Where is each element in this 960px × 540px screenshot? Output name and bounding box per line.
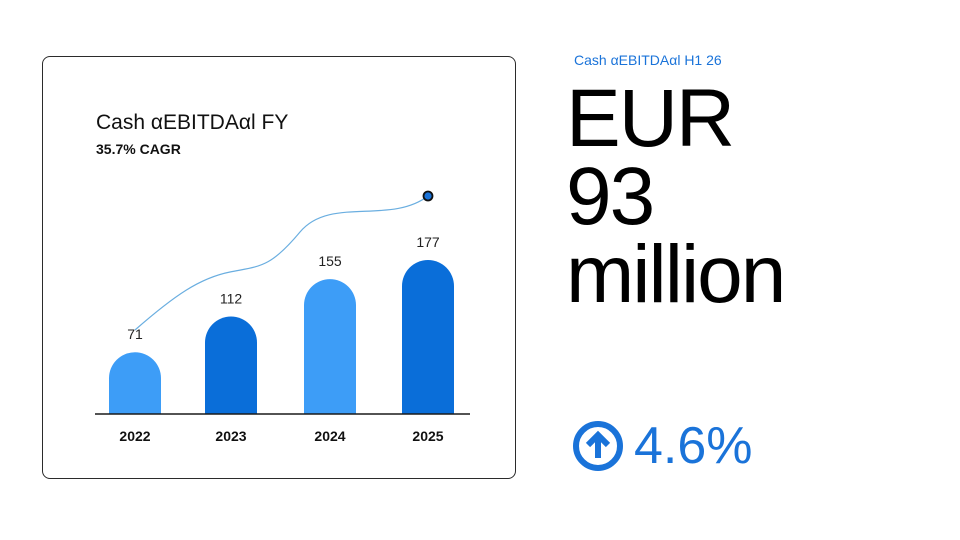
bar-2024	[304, 279, 356, 414]
x-tick-2025: 2025	[412, 428, 443, 444]
kpi-value-currency: EUR	[566, 73, 735, 164]
data-label-2025: 177	[416, 234, 440, 250]
kpi-value-unit: million	[566, 229, 786, 320]
bar-2022	[109, 352, 161, 414]
data-label-2023: 112	[220, 291, 243, 307]
x-tick-2022: 2022	[119, 428, 150, 444]
bar-2023	[205, 316, 257, 414]
kpi-value-number: 93	[566, 151, 655, 242]
bar-2025	[402, 260, 454, 414]
chart-title: Cash αEBITDAαl FY	[96, 111, 289, 134]
data-label-2022: 71	[127, 326, 143, 342]
kpi-label: Cash αEBITDAαl H1 26	[574, 52, 722, 68]
x-tick-2023: 2023	[215, 428, 246, 444]
x-tick-2024: 2024	[314, 428, 345, 444]
kpi-value: EUR 93 million	[566, 73, 786, 320]
kpi-change-value: 4.6%	[634, 417, 753, 475]
chart-subtitle: 35.7% CAGR	[96, 141, 181, 157]
kpi-change: 4.6%	[572, 417, 753, 475]
data-label-2024: 155	[318, 253, 342, 269]
trend-line	[134, 195, 429, 331]
arrow-up-circle-icon	[573, 421, 623, 471]
trend-end-marker	[422, 190, 434, 202]
